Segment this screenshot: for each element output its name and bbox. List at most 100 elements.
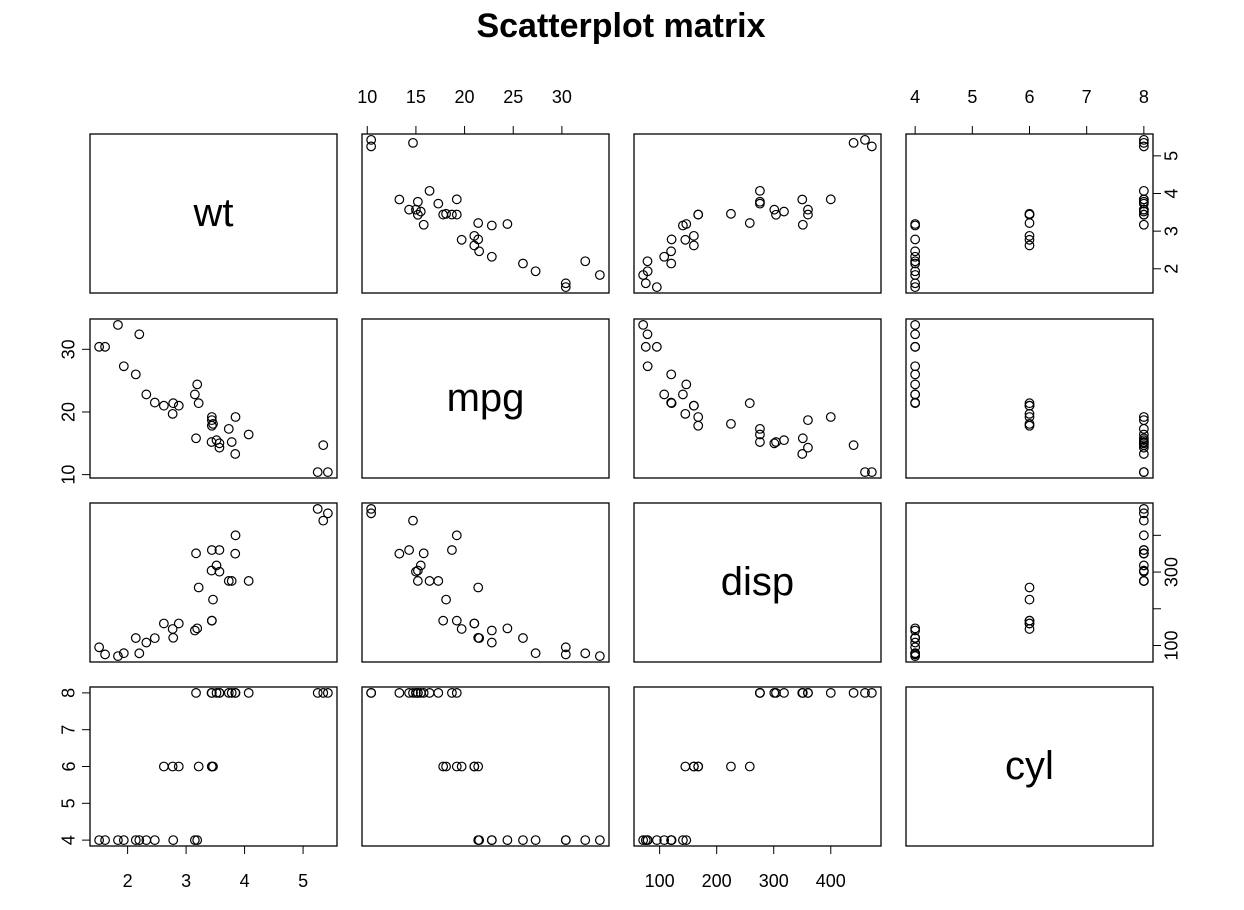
panel-frame: [89, 133, 338, 294]
point: [518, 258, 528, 269]
point: [100, 649, 110, 660]
point: [366, 141, 377, 152]
point: [797, 219, 808, 230]
point: [192, 379, 203, 390]
point: [518, 835, 528, 846]
y-tick-label: 10: [59, 465, 79, 485]
chart-title: Scatterplot matrix: [476, 7, 765, 45]
variable-name: wt: [193, 191, 234, 235]
point: [666, 835, 677, 846]
panel-frame: [361, 502, 610, 663]
point: [580, 648, 591, 659]
point: [206, 420, 217, 431]
point: [243, 429, 254, 440]
y-tick-label: 3: [1162, 226, 1182, 236]
point: [803, 415, 813, 426]
point: [214, 566, 225, 577]
point: [118, 835, 129, 846]
x-tick-label: 5: [298, 871, 308, 891]
point: [1138, 530, 1149, 541]
point: [910, 282, 921, 293]
point: [451, 615, 462, 626]
point: [206, 545, 217, 555]
point: [173, 618, 184, 629]
point: [318, 515, 329, 526]
point: [910, 369, 921, 380]
panel-frame: [361, 318, 610, 479]
point: [167, 624, 178, 634]
point: [473, 632, 484, 643]
point: [418, 219, 429, 230]
point: [404, 204, 415, 215]
point: [693, 761, 704, 772]
point: [149, 397, 160, 408]
point: [451, 687, 462, 698]
point: [866, 687, 877, 698]
point: [394, 687, 405, 698]
point: [860, 467, 870, 478]
point: [1138, 449, 1149, 459]
point: [193, 582, 204, 593]
point: [1024, 398, 1035, 409]
point: [168, 398, 179, 409]
point: [473, 218, 484, 228]
point: [134, 648, 145, 659]
point: [910, 234, 921, 245]
point: [771, 437, 781, 447]
point: [1138, 194, 1149, 205]
point: [94, 642, 105, 653]
point: [94, 341, 105, 352]
point: [666, 234, 677, 245]
point: [560, 278, 571, 289]
point: [473, 835, 484, 846]
point: [910, 319, 921, 330]
panel-frame: [905, 686, 1154, 847]
point: [910, 648, 921, 659]
point: [134, 835, 145, 846]
point: [1138, 508, 1149, 519]
x-tick-label: 3: [181, 871, 191, 891]
point: [141, 637, 152, 648]
point: [755, 423, 765, 434]
point: [230, 449, 241, 459]
point: [1138, 467, 1149, 478]
point: [158, 761, 169, 772]
point: [779, 206, 789, 217]
point: [681, 379, 692, 390]
variable-name: disp: [721, 560, 794, 604]
point: [214, 438, 225, 449]
x-tick-label: 15: [406, 87, 426, 107]
point: [130, 835, 141, 846]
point: [1024, 230, 1035, 241]
point: [866, 467, 877, 478]
point: [474, 246, 485, 257]
point: [1024, 624, 1035, 634]
point: [113, 651, 123, 662]
point: [560, 282, 571, 293]
point: [433, 576, 444, 586]
point: [230, 412, 241, 422]
point: [638, 319, 649, 330]
point: [1138, 515, 1149, 526]
point: [769, 438, 780, 449]
point: [779, 687, 789, 698]
point: [411, 687, 421, 698]
point: [394, 194, 405, 205]
point: [451, 530, 462, 541]
point: [441, 761, 451, 772]
point: [860, 134, 870, 145]
point: [803, 209, 813, 220]
point: [486, 625, 497, 636]
point: [322, 687, 333, 698]
point: [910, 251, 921, 262]
point: [173, 761, 184, 772]
x-tick-label: 100: [645, 871, 675, 891]
point: [693, 420, 704, 431]
point: [803, 687, 813, 698]
point: [1138, 548, 1149, 559]
point: [206, 565, 217, 576]
y-tick-label: 300: [1162, 557, 1182, 587]
point: [366, 508, 377, 519]
point: [530, 266, 541, 277]
